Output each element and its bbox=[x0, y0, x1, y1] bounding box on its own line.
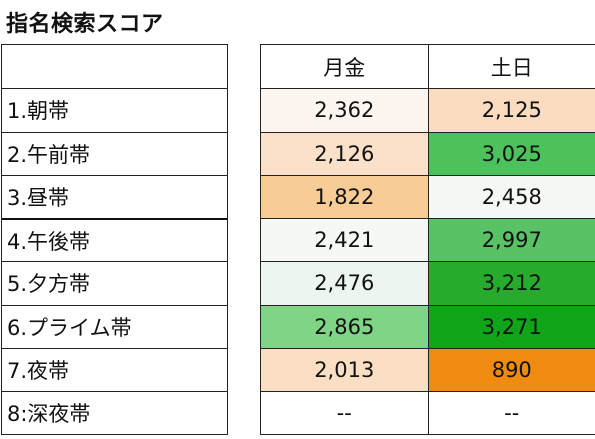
row-label: 3.昼帯 bbox=[2, 174, 227, 218]
label-header-cell bbox=[2, 45, 227, 88]
score-cell: -- bbox=[261, 392, 428, 435]
row-label: 5.夕方帯 bbox=[2, 261, 227, 304]
table-row: 1,822 2,458 bbox=[261, 174, 595, 218]
score-cell: 2,997 bbox=[427, 219, 595, 262]
score-cell: 3,212 bbox=[427, 262, 595, 305]
row-label-table: 1.朝帯 2.午前帯 3.昼帯 4.午後帯 5.夕方帯 6.プライム帯 7.夜帯… bbox=[1, 44, 228, 436]
score-table: 月金 土日 2,362 2,125 2,126 3,025 1,822 2,45… bbox=[260, 44, 595, 436]
score-cell: 3,025 bbox=[427, 132, 595, 175]
table-row: 2,126 3,025 bbox=[261, 131, 595, 175]
header-row: 月金 土日 bbox=[261, 45, 595, 89]
score-cell: 2,362 bbox=[261, 89, 428, 132]
column-header-weekday: 月金 bbox=[323, 55, 366, 80]
table-row: 2,421 2,997 bbox=[261, 218, 595, 262]
score-cell: 890 bbox=[427, 348, 595, 391]
row-label: 7.夜帯 bbox=[2, 347, 227, 391]
row-label: 1.朝帯 bbox=[2, 88, 227, 131]
score-cell: 2,126 bbox=[261, 132, 428, 175]
score-cell: 2,125 bbox=[427, 89, 595, 132]
table-row: 2,362 2,125 bbox=[261, 88, 595, 132]
score-cell: 3,271 bbox=[427, 305, 595, 348]
row-label: 4.午後帯 bbox=[2, 218, 227, 261]
table-row: -- -- bbox=[261, 391, 595, 435]
row-label: 8:深夜帯 bbox=[2, 391, 227, 434]
table-row: 2,013 890 bbox=[261, 347, 595, 391]
table-row: 2,476 3,212 bbox=[261, 261, 595, 305]
score-cell: 1,822 bbox=[261, 175, 428, 218]
row-label: 2.午前帯 bbox=[2, 131, 227, 175]
score-cell: 2,421 bbox=[261, 219, 428, 262]
column-header-weekend: 土日 bbox=[427, 45, 595, 89]
score-cell: 2,476 bbox=[261, 262, 428, 305]
page-title: 指名検索スコア bbox=[6, 12, 164, 37]
score-cell: 2,865 bbox=[261, 305, 428, 348]
score-cell: 2,013 bbox=[261, 348, 428, 391]
score-cell: 2,458 bbox=[427, 175, 595, 218]
table-row: 2,865 3,271 bbox=[261, 304, 595, 348]
score-cell: -- bbox=[427, 392, 595, 435]
row-label: 6.プライム帯 bbox=[2, 304, 227, 348]
